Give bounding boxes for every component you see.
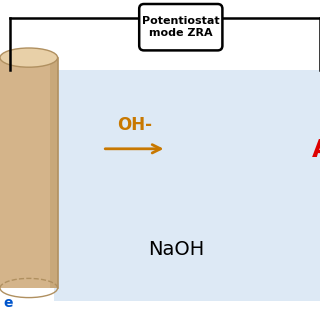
FancyBboxPatch shape [139, 4, 222, 50]
Text: Potentiostat
mode ZRA: Potentiostat mode ZRA [142, 16, 220, 38]
Bar [0, 58, 58, 288]
Bar [50, 58, 58, 288]
Text: OH-: OH- [117, 116, 152, 134]
Ellipse shape [0, 48, 58, 67]
Text: NaOH: NaOH [148, 240, 204, 259]
Bar [54, 70, 320, 301]
Text: e: e [3, 296, 13, 310]
Text: A: A [312, 138, 320, 162]
